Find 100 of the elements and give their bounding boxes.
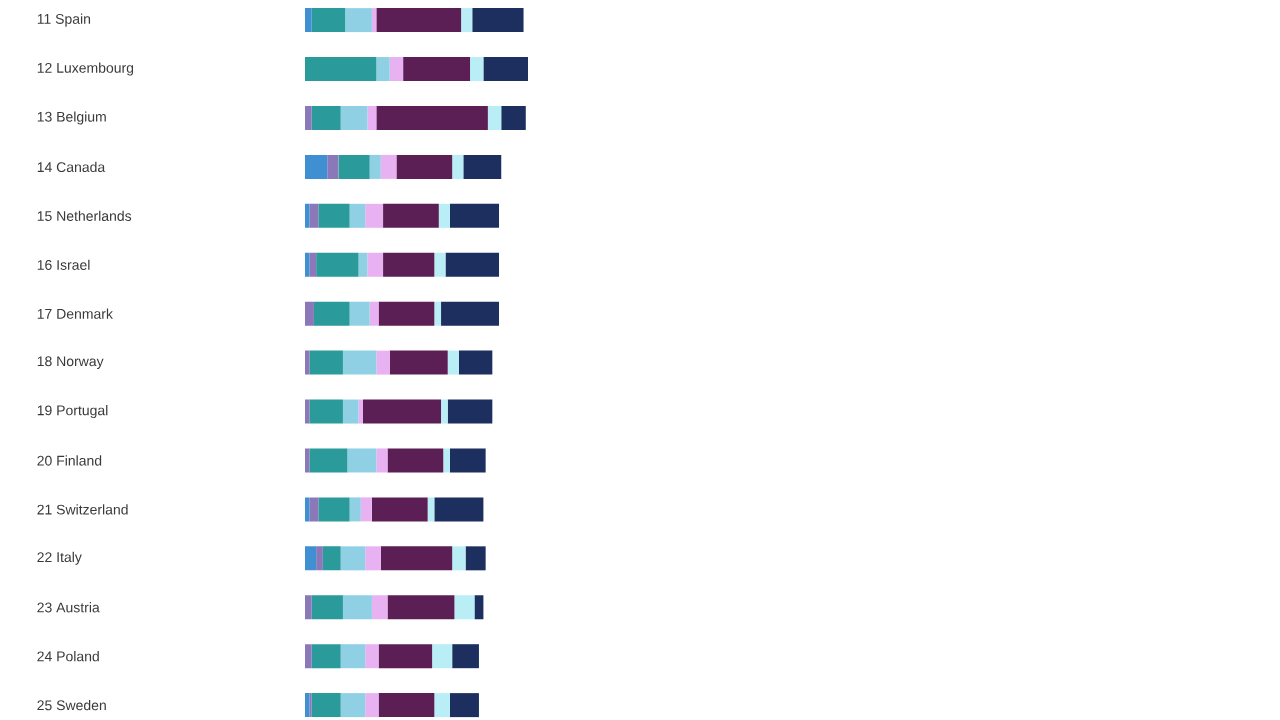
bar — [396, 154, 453, 179]
bar — [472, 8, 524, 33]
bar — [378, 693, 435, 718]
bar — [383, 203, 439, 228]
bar — [311, 8, 346, 33]
bar — [340, 105, 368, 130]
y-tick-label: 16 Israel — [37, 259, 90, 270]
bar — [342, 350, 377, 375]
bar — [443, 448, 450, 473]
bar — [432, 644, 453, 669]
bar — [309, 203, 319, 228]
bar — [311, 595, 343, 620]
bar — [449, 693, 479, 718]
bar — [318, 203, 350, 228]
bar — [349, 301, 370, 326]
bar — [367, 105, 377, 130]
bar — [427, 497, 435, 522]
bar — [463, 154, 502, 179]
bar — [362, 399, 442, 424]
bar — [309, 252, 317, 277]
bar — [371, 497, 428, 522]
bar — [347, 448, 377, 473]
bar — [447, 350, 459, 375]
y-tick-label: 21 Switzerland — [37, 504, 128, 515]
y-tick-label: 14 Canada — [37, 161, 106, 173]
bar — [311, 105, 341, 130]
bar — [309, 448, 348, 473]
bar — [447, 399, 493, 424]
bar — [452, 546, 466, 571]
bar — [367, 252, 384, 277]
bar — [380, 154, 397, 179]
bar — [365, 546, 381, 571]
bar — [378, 644, 433, 669]
bar — [358, 252, 368, 277]
bar — [316, 546, 323, 571]
bar — [371, 595, 388, 620]
bar — [389, 57, 404, 82]
bar — [454, 595, 475, 620]
bar — [383, 252, 435, 277]
bar — [441, 301, 500, 326]
bar — [438, 203, 450, 228]
y-tick-label: 11 Spain — [37, 13, 91, 27]
bar — [342, 399, 359, 424]
bar — [369, 301, 379, 326]
y-tick-label: 18 Norway — [37, 356, 104, 369]
bar — [376, 105, 488, 130]
bar — [305, 301, 314, 326]
bar — [309, 497, 319, 522]
bar — [371, 8, 377, 33]
y-tick-label: 22 Italy — [37, 551, 82, 565]
bar — [434, 497, 484, 522]
bar — [311, 644, 341, 669]
y-tick-label: 24 Poland — [37, 651, 99, 662]
bar — [305, 154, 328, 179]
y-tick-label: 25 Sweden — [37, 699, 106, 711]
y-tick-label: 12 Luxembourg — [37, 62, 134, 76]
bar — [369, 154, 381, 179]
bar — [309, 350, 343, 375]
bar — [474, 595, 484, 620]
bar — [365, 644, 379, 669]
bar — [345, 8, 372, 33]
bar — [365, 693, 379, 718]
bar — [389, 350, 448, 375]
bar — [349, 497, 361, 522]
y-tick-label: 13 Belgium — [37, 111, 106, 125]
bar — [387, 448, 444, 473]
bar — [365, 203, 384, 228]
bar — [376, 448, 388, 473]
y-tick-label: 23 Austria — [37, 602, 100, 613]
bar — [376, 8, 462, 33]
bar — [360, 497, 372, 522]
bar — [340, 546, 366, 571]
bar — [358, 399, 363, 424]
y-tick-label: 20 Finland — [37, 455, 102, 466]
bar — [461, 8, 473, 33]
bar — [327, 154, 339, 179]
bar — [318, 497, 350, 522]
bar — [340, 644, 366, 669]
bar — [338, 154, 370, 179]
bar — [501, 105, 526, 130]
bar — [445, 252, 500, 277]
bar — [380, 546, 453, 571]
bar — [387, 595, 455, 620]
bar — [311, 693, 341, 718]
bar — [434, 301, 442, 326]
bar — [309, 399, 343, 424]
bar — [434, 693, 450, 718]
bar — [465, 546, 486, 571]
bar — [349, 203, 366, 228]
bar — [452, 644, 479, 669]
bar — [449, 448, 486, 473]
bar — [452, 154, 464, 179]
bar — [376, 350, 390, 375]
bar — [340, 693, 366, 718]
bar — [322, 546, 341, 571]
bar — [434, 252, 446, 277]
y-tick-label: 17 Denmark — [37, 308, 113, 319]
bar — [305, 546, 317, 571]
bar — [487, 105, 502, 130]
bar — [441, 399, 448, 424]
